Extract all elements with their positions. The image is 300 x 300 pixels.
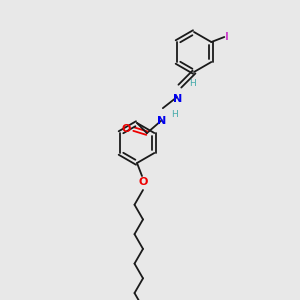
- Text: N: N: [173, 94, 182, 104]
- Text: O: O: [122, 124, 131, 134]
- Text: H: H: [171, 110, 178, 118]
- Text: N: N: [157, 116, 167, 126]
- Text: I: I: [225, 32, 229, 42]
- Text: H: H: [189, 79, 196, 88]
- Text: O: O: [138, 177, 148, 187]
